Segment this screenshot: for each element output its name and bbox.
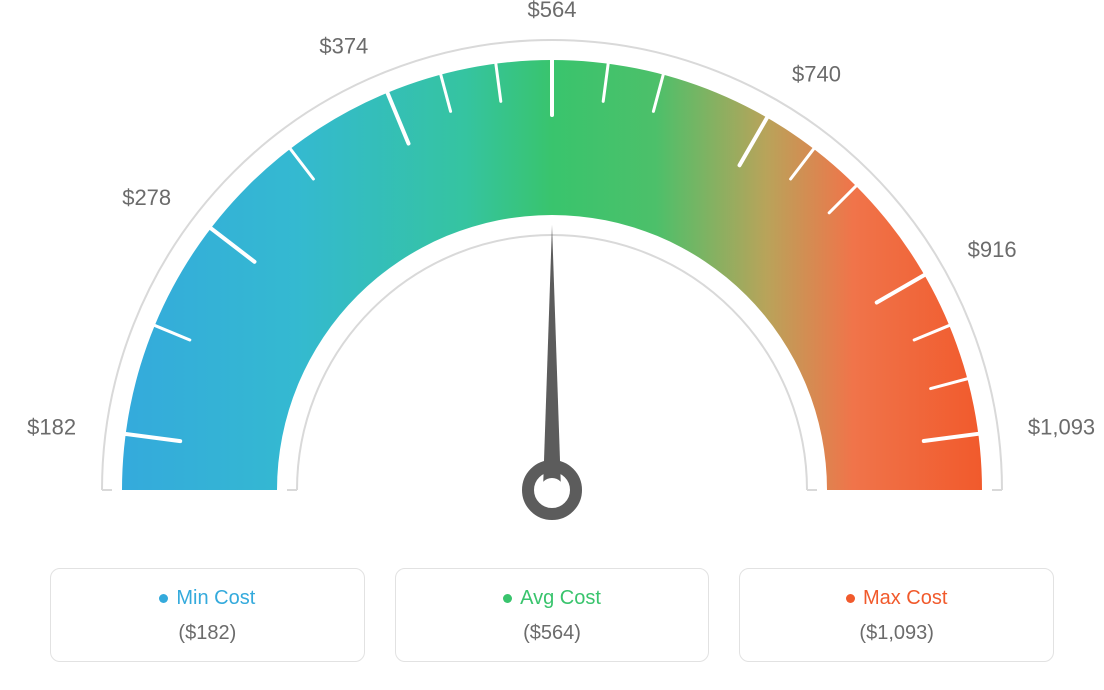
cost-gauge-chart: { "gauge": { "type": "gauge", "center_x"…: [0, 0, 1104, 690]
legend-card: Min Cost ($182): [50, 568, 365, 662]
gauge-tick-label: $374: [319, 34, 368, 59]
legend-title: Avg Cost: [503, 587, 601, 610]
legend-title-text: Max Cost: [863, 587, 947, 610]
legend-title-text: Min Cost: [176, 587, 255, 610]
legend-dot-icon: [159, 594, 168, 603]
legend-value: ($182): [61, 622, 354, 645]
gauge-area: $182 $278 $374 $564 $740 $916 $1,093: [0, 0, 1104, 560]
legend-title: Min Cost: [159, 587, 255, 610]
legend-value: ($564): [406, 622, 699, 645]
legend-card: Max Cost ($1,093): [739, 568, 1054, 662]
legend-dot-icon: [846, 594, 855, 603]
gauge-tick-label: $564: [528, 0, 577, 22]
gauge-svg: $182 $278 $374 $564 $740 $916 $1,093: [0, 0, 1104, 560]
legend-row: Min Cost ($182) Avg Cost ($564) Max Cost ($1,…: [50, 568, 1054, 662]
gauge-tick-label: $740: [792, 61, 841, 86]
legend-card: Avg Cost ($564): [395, 568, 710, 662]
gauge-tick-label: $278: [122, 185, 171, 210]
legend-title-text: Avg Cost: [520, 587, 601, 610]
gauge-tick-label: $1,093: [1028, 414, 1095, 439]
gauge-tick-label: $916: [968, 237, 1017, 262]
legend-title: Max Cost: [846, 587, 947, 610]
legend-dot-icon: [503, 594, 512, 603]
gauge-tick-label: $182: [27, 414, 76, 439]
legend-value: ($1,093): [750, 622, 1043, 645]
